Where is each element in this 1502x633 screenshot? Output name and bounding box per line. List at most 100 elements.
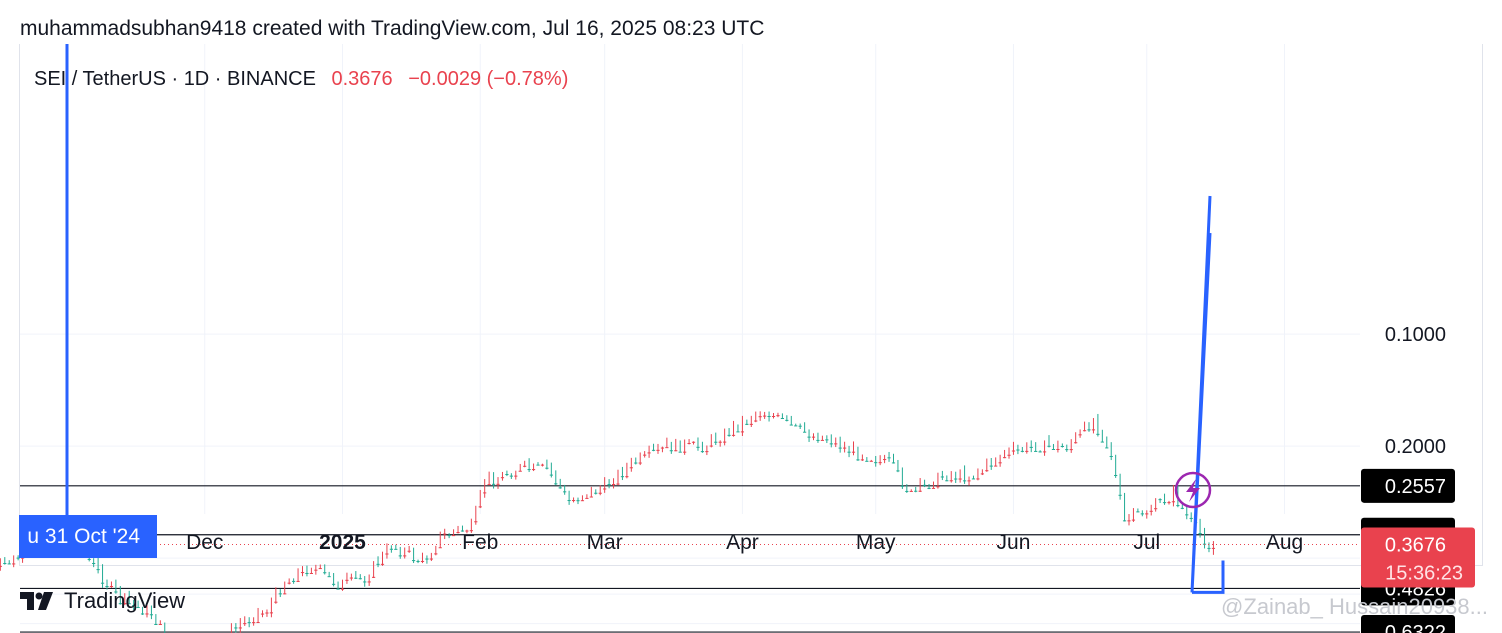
candle-body xyxy=(434,553,438,555)
candle-body xyxy=(1087,429,1091,431)
candle-body xyxy=(256,622,260,624)
candle-body xyxy=(105,586,109,588)
candle-body xyxy=(665,447,669,449)
candle-body xyxy=(87,558,91,560)
candle-body xyxy=(398,555,402,557)
tradingview-logo[interactable]: TradingView xyxy=(20,588,185,614)
candle-body xyxy=(7,563,11,565)
x-tick-label: Feb xyxy=(462,531,498,554)
candle-body xyxy=(634,462,638,464)
candle-body xyxy=(971,478,976,480)
candle-body xyxy=(496,483,500,485)
candle-body xyxy=(714,441,718,443)
candle-body xyxy=(109,586,114,588)
candle-body xyxy=(1016,449,1020,451)
candle-body xyxy=(92,562,96,564)
candle-body xyxy=(238,627,242,629)
candle-body xyxy=(1118,494,1122,496)
candle-body xyxy=(611,484,616,486)
candle-body xyxy=(598,492,602,494)
candle-body xyxy=(629,467,633,469)
candle-body xyxy=(998,462,1002,464)
candle-body xyxy=(514,475,518,477)
candle-body xyxy=(1185,514,1189,516)
candle-body xyxy=(851,451,856,453)
candle-body xyxy=(962,480,967,482)
x-tick-label: Jul xyxy=(1133,531,1160,554)
candle-body xyxy=(594,492,598,494)
candle-body xyxy=(723,441,727,443)
candle-body xyxy=(1211,547,1216,549)
candle-body xyxy=(460,530,465,532)
candle-body xyxy=(567,500,571,502)
candle-body xyxy=(571,500,576,502)
candle-body xyxy=(847,451,851,453)
arrow-annotation xyxy=(1192,560,1225,594)
candle-body xyxy=(958,478,962,480)
candle-body xyxy=(905,490,909,492)
candle-body xyxy=(300,572,305,574)
candle-body xyxy=(443,533,447,535)
candle-body xyxy=(491,483,496,485)
candle-body xyxy=(678,451,682,453)
candle-body xyxy=(807,436,811,438)
candle-body xyxy=(1047,445,1051,447)
candle-body xyxy=(483,492,487,494)
candle-body xyxy=(896,470,900,472)
candle-body xyxy=(1007,454,1011,456)
candle-body xyxy=(354,577,358,579)
candle-body xyxy=(1140,513,1144,515)
candle-body xyxy=(336,588,340,590)
bar-countdown-label: 15:36:23 xyxy=(1385,562,1463,584)
candle-body xyxy=(1060,445,1064,447)
candle-body xyxy=(234,627,238,629)
candle-body xyxy=(114,591,118,593)
candle-body xyxy=(891,462,896,464)
candle-body xyxy=(20,557,25,559)
candle-body xyxy=(900,485,904,487)
candle-body xyxy=(447,535,451,537)
candle-body xyxy=(127,603,131,605)
candle-body xyxy=(1082,430,1087,432)
lightning-icon-ring xyxy=(1174,471,1212,509)
candle-body xyxy=(1051,448,1056,450)
candle-body xyxy=(407,550,411,552)
candle-body xyxy=(669,450,673,452)
candle-body xyxy=(740,431,745,433)
x-axis: Dec 2025 Feb Mar Apr May Jun Jul Aug xyxy=(186,531,1303,554)
candle-body xyxy=(1002,457,1007,459)
y-axis: 0.10000.20000.40000.50000.60000.70000.63… xyxy=(1361,324,1475,633)
candle-body xyxy=(1154,508,1158,510)
candle-body xyxy=(798,425,802,427)
candle-body xyxy=(660,447,665,449)
candle-body xyxy=(776,415,780,417)
candle-body xyxy=(914,490,918,492)
candle-body xyxy=(349,577,353,579)
candle-body xyxy=(909,490,913,492)
candle-body xyxy=(785,419,789,421)
candle-body xyxy=(118,603,122,605)
x-tick-label: May xyxy=(856,531,896,554)
candle-body xyxy=(758,416,762,418)
candle-body xyxy=(252,622,256,624)
candle-body xyxy=(811,436,816,438)
x-tick-label: 2025 xyxy=(319,531,366,554)
candle-body xyxy=(376,563,380,565)
candle-body xyxy=(1065,449,1069,451)
candle-body xyxy=(865,460,869,462)
candle-body xyxy=(500,477,505,479)
candle-body xyxy=(767,416,771,418)
candle-body xyxy=(1127,520,1131,522)
symbol-legend: SEI / TetherUS · 1D · BINANCE 0.3676 −0.… xyxy=(34,68,568,91)
candle-body xyxy=(554,483,558,485)
candle-body xyxy=(834,443,838,445)
candle-body xyxy=(411,560,416,562)
candle-body xyxy=(540,464,545,466)
candle-body xyxy=(403,555,407,557)
candle-body xyxy=(149,614,154,616)
candle-body xyxy=(1145,513,1149,515)
candle-body xyxy=(243,623,247,625)
candle-body xyxy=(789,424,793,426)
candle-body xyxy=(1180,507,1184,509)
